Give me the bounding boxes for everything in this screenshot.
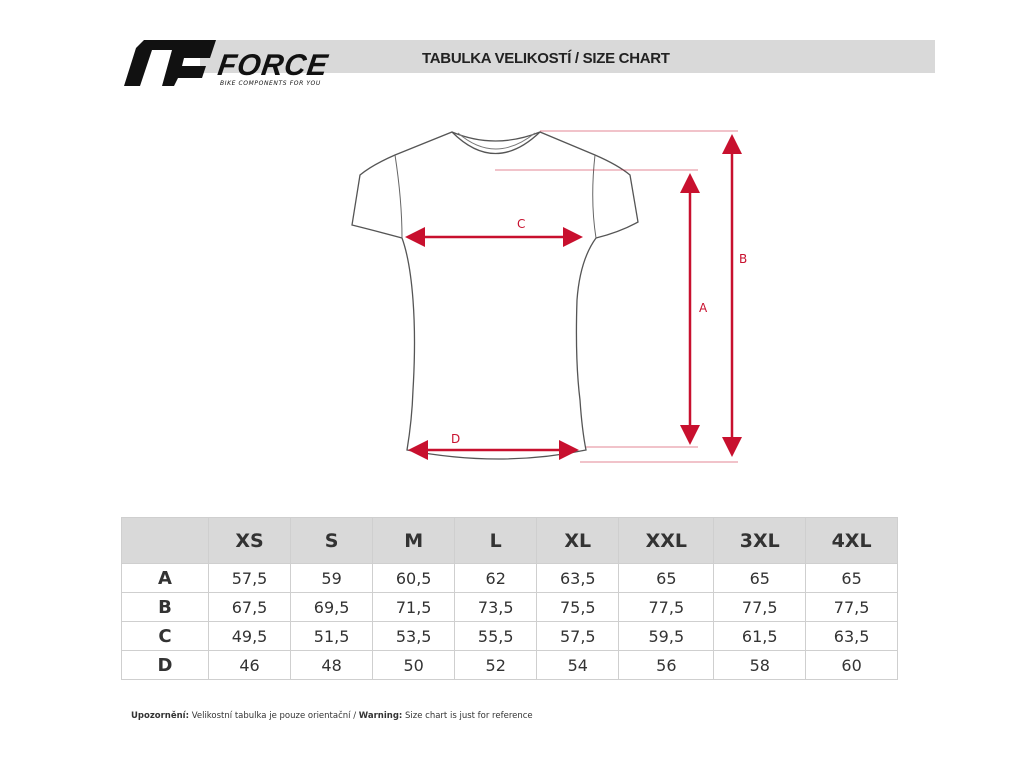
table-cell: 65 — [618, 563, 715, 593]
table-cell: 51,5 — [290, 621, 374, 651]
table-cell: 73,5 — [454, 592, 538, 622]
table-cell: 77,5 — [618, 592, 715, 622]
table-cell: 57,5 — [536, 621, 620, 651]
header-bar — [200, 40, 935, 73]
table-row: A 57,5 59 60,5 62 63,5 65 65 65 — [121, 563, 898, 593]
table-cell: 61,5 — [713, 621, 807, 651]
row-label: B — [121, 592, 209, 622]
table-row: C 49,5 51,5 53,5 55,5 57,5 59,5 61,5 63,5 — [121, 621, 898, 651]
force-logo-icon — [124, 40, 216, 86]
column-header: L — [454, 517, 538, 564]
table-cell: 58 — [713, 650, 807, 680]
shirt-outline — [351, 131, 639, 460]
footer-warning: Upozornění: Velikostní tabulka je pouze … — [131, 711, 533, 721]
table-cell: 60,5 — [372, 563, 456, 593]
corner-cell — [121, 517, 209, 564]
column-header: 3XL — [713, 517, 807, 564]
table-cell: 77,5 — [713, 592, 807, 622]
warning-en-label: Warning: — [358, 711, 403, 721]
column-header: 4XL — [805, 517, 898, 564]
table-cell: 65 — [805, 563, 898, 593]
table-cell: 75,5 — [536, 592, 620, 622]
table-row: B 67,5 69,5 71,5 73,5 75,5 77,5 77,5 77,5 — [121, 592, 898, 622]
warning-cz-label: Upozornění: — [131, 711, 189, 721]
table-cell: 56 — [618, 650, 715, 680]
table-cell: 63,5 — [536, 563, 620, 593]
row-label: D — [121, 650, 209, 680]
label-b: B — [739, 252, 747, 266]
brand-tagline: BIKE COMPONENTS FOR YOU — [220, 80, 321, 87]
table-cell: 59,5 — [618, 621, 715, 651]
table-cell: 50 — [372, 650, 456, 680]
table-cell: 71,5 — [372, 592, 456, 622]
table-row: D 46 48 50 52 54 56 58 60 — [121, 650, 898, 680]
table-cell: 62 — [454, 563, 538, 593]
table-cell: 54 — [536, 650, 620, 680]
table-cell: 53,5 — [372, 621, 456, 651]
table-cell: 69,5 — [290, 592, 374, 622]
warning-en-text: Size chart is just for reference — [402, 711, 533, 721]
table-cell: 46 — [207, 650, 292, 680]
row-label: C — [121, 621, 209, 651]
table-cell: 55,5 — [454, 621, 538, 651]
table-cell: 67,5 — [207, 592, 292, 622]
table-cell: 57,5 — [207, 563, 292, 593]
page-title: TABULKA VELIKOSTÍ / SIZE CHART — [422, 50, 670, 67]
column-header: M — [372, 517, 456, 564]
row-label: A — [121, 563, 209, 593]
table-cell: 60 — [805, 650, 898, 680]
label-d: D — [451, 432, 460, 446]
table-cell: 65 — [713, 563, 807, 593]
column-header: XXL — [618, 517, 715, 564]
table-cell: 49,5 — [207, 621, 292, 651]
shirt-diagram: A B C D — [351, 130, 747, 463]
column-header: XS — [207, 517, 292, 564]
label-a: A — [699, 301, 708, 315]
table-cell: 77,5 — [805, 592, 898, 622]
table-header-row: XS S M L XL XXL 3XL 4XL — [121, 517, 898, 564]
column-header: XL — [536, 517, 620, 564]
label-c: C — [517, 217, 525, 231]
warning-cz-text: Velikostní tabulka je pouze orientační / — [189, 711, 359, 721]
table-cell: 48 — [290, 650, 374, 680]
size-table: XS S M L XL XXL 3XL 4XL A 57,5 59 60,5 62 63,… — [121, 517, 898, 680]
table-cell: 63,5 — [805, 621, 898, 651]
table-cell: 59 — [290, 563, 374, 593]
column-header: S — [290, 517, 374, 564]
table-cell: 52 — [454, 650, 538, 680]
